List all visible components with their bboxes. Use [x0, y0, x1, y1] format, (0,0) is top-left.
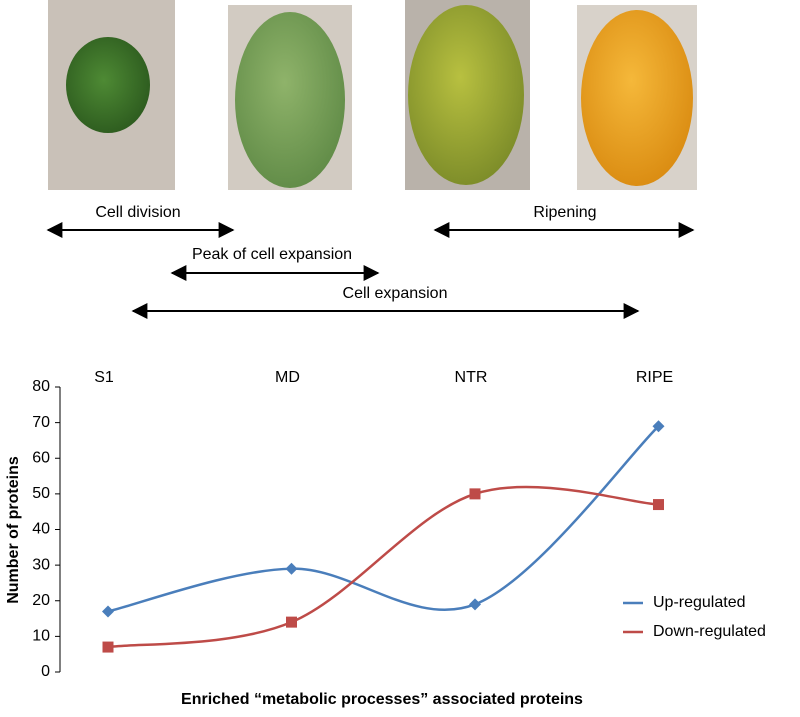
y-tick-label: 0	[41, 663, 50, 680]
marker	[102, 641, 114, 653]
fruit	[235, 12, 345, 188]
marker	[285, 562, 298, 575]
y-tick-label: 20	[32, 592, 50, 609]
photos	[48, 0, 697, 190]
y-tick-label: 40	[32, 521, 50, 538]
x-axis-title: Enriched “metabolic processes” associate…	[181, 691, 583, 708]
fruit	[66, 37, 150, 133]
category-label: NTR	[455, 369, 488, 386]
marker	[469, 598, 481, 611]
y-tick-label: 80	[32, 378, 50, 395]
y-tick-label: 70	[32, 414, 50, 431]
y-tick-label: 30	[32, 556, 50, 573]
marker	[469, 488, 481, 500]
category-label: RIPE	[636, 369, 673, 386]
marker	[102, 605, 114, 618]
y-tick-label: 10	[32, 628, 50, 645]
annotation: Cell expansion	[343, 285, 448, 302]
series-line	[107, 425, 660, 613]
series-line	[107, 485, 659, 649]
y-axis-title: Number of proteins	[5, 456, 22, 604]
legend-label: Down-regulated	[653, 623, 766, 640]
marker	[286, 616, 297, 628]
category-label: MD	[275, 369, 300, 386]
y-tick-label: 60	[32, 449, 50, 466]
fruit	[581, 10, 693, 186]
marker	[652, 420, 665, 433]
fruit	[408, 5, 524, 185]
annotation: Peak of cell expansion	[192, 246, 352, 263]
annotation: Ripening	[533, 204, 596, 221]
y-tick-label: 50	[32, 485, 50, 502]
annotation: Cell division	[95, 204, 180, 221]
legend-label: Up-regulated	[653, 594, 746, 611]
category-label: S1	[94, 369, 114, 386]
marker	[653, 499, 664, 511]
